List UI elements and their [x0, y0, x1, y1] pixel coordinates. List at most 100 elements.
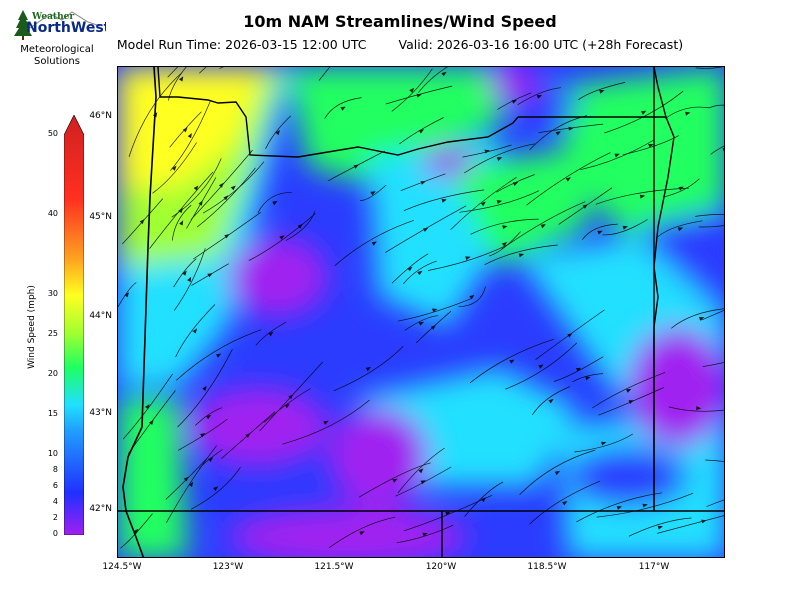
streamline-arrow-icon	[555, 131, 561, 136]
wind-map-svg	[118, 67, 724, 557]
logo: Weather NorthWest Meteorological Solutio…	[10, 6, 106, 70]
streamline-arrow-icon	[548, 398, 554, 404]
lat-label-45: 45°N	[89, 212, 112, 222]
streamline-arrow-icon	[441, 198, 447, 203]
streamline	[418, 67, 448, 93]
wind-speed-field	[118, 67, 724, 557]
streamline	[391, 253, 429, 284]
logo-caption: Meteorological Solutions	[10, 44, 104, 68]
streamline-arrow-icon	[642, 503, 648, 508]
streamline-arrow-icon	[502, 225, 508, 230]
streamline	[248, 213, 316, 261]
streamline-arrow-icon	[284, 403, 290, 409]
streamline-arrow-icon	[353, 164, 359, 169]
streamline	[701, 310, 724, 321]
streamline-arrow-icon	[420, 181, 426, 185]
streamline	[165, 457, 208, 500]
streamline-arrow-icon	[614, 153, 620, 158]
streamline-arrow-icon	[268, 331, 274, 337]
streamline-arrow-icon	[496, 157, 503, 161]
streamline-arrow-icon	[179, 220, 184, 226]
streamline	[469, 338, 555, 384]
streamline-arrow-icon	[371, 241, 377, 246]
streamline-arrow-icon	[657, 525, 663, 530]
streamline-arrow-icon	[677, 227, 684, 232]
streamline-arrow-icon	[208, 457, 214, 462]
streamline	[574, 433, 633, 453]
streamline-arrow-icon	[418, 468, 424, 474]
streamline-arrow-icon	[484, 149, 490, 154]
streamline-arrow-icon	[188, 481, 194, 487]
streamline	[176, 329, 262, 381]
streamline	[385, 85, 453, 105]
streamline	[403, 189, 485, 212]
streamline-arrow-icon	[626, 388, 632, 393]
streamline	[118, 282, 137, 307]
streamline	[553, 356, 604, 382]
streamline	[695, 67, 723, 69]
streamline-arrow-icon	[418, 321, 425, 326]
streamline	[662, 178, 700, 198]
streamline	[195, 407, 223, 426]
model-run-time: Model Run Time: 2026-03-15 12:00 UTC	[116, 37, 367, 52]
streamline	[265, 115, 292, 149]
streamline-arrow-icon	[218, 182, 224, 188]
colorbar-tick-label: 40	[47, 209, 58, 218]
colorbar-tick-label: 8	[52, 465, 58, 474]
streamline-arrow-icon	[430, 325, 436, 330]
streamline-arrow-icon	[198, 200, 203, 206]
streamline-arrow-icon	[441, 71, 447, 77]
streamline	[171, 204, 192, 241]
streamline	[152, 142, 197, 194]
wind-map	[117, 66, 725, 558]
streamline-arrow-icon	[182, 270, 187, 276]
streamline-arrow-icon	[422, 227, 429, 232]
colorbar-tick-label: 50	[47, 129, 58, 138]
streamline	[396, 524, 454, 544]
streamline	[705, 459, 724, 462]
streamline	[450, 177, 517, 230]
streamline-arrow-icon	[182, 127, 188, 133]
streamline	[695, 214, 724, 217]
streamline	[391, 68, 433, 112]
streamline-arrow-icon	[192, 328, 198, 334]
streamline-arrow-icon	[701, 519, 707, 524]
streamline	[464, 143, 535, 174]
streamline	[122, 198, 164, 245]
streamline-arrow-icon	[628, 400, 634, 404]
streamline	[462, 144, 512, 158]
streamline	[538, 123, 604, 134]
streamline	[484, 244, 558, 266]
colorbar-gradient	[63, 114, 85, 536]
streamline-arrow-icon	[432, 308, 438, 313]
streamline-arrow-icon	[601, 441, 607, 446]
colorbar-tick-label: 15	[47, 409, 58, 418]
lon-label-117: 117°W	[638, 562, 670, 572]
streamline-arrow-icon	[193, 185, 199, 191]
streamline	[702, 362, 724, 368]
colorbar-tick-label: 10	[47, 449, 58, 458]
mountain-icon	[29, 11, 101, 29]
streamline	[582, 223, 618, 240]
streamline-arrow-icon	[207, 273, 213, 278]
streamline	[596, 492, 694, 518]
lon-label-120: 120°W	[425, 562, 457, 572]
streamline-arrow-icon	[417, 270, 423, 276]
lon-label-124-5: 124.5°W	[102, 562, 142, 572]
streamline	[532, 386, 571, 416]
streamline-arrow-icon	[272, 200, 278, 206]
streamline-arrow-icon	[685, 111, 691, 116]
streamline-arrow-icon	[187, 133, 192, 139]
lat-label-46: 46°N	[89, 111, 112, 121]
colorbar-svg	[63, 114, 85, 536]
streamline-arrow-icon	[145, 404, 150, 410]
streamline-arrow-icon	[585, 376, 591, 381]
lat-label-43: 43°N	[89, 408, 112, 418]
streamline-arrow-icon	[213, 486, 219, 491]
streamline-arrow-icon	[216, 353, 222, 358]
streamline-arrow-icon	[480, 201, 486, 207]
lat-label-42: 42°N	[89, 504, 112, 514]
lon-label-123: 123°W	[212, 562, 244, 572]
streamline	[592, 372, 666, 409]
streamline	[203, 161, 265, 214]
